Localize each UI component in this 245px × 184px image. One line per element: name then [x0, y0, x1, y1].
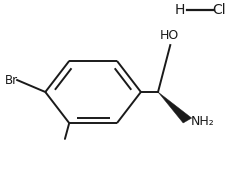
- Text: H: H: [175, 3, 185, 17]
- Text: NH₂: NH₂: [190, 115, 214, 128]
- Text: Br: Br: [5, 74, 18, 86]
- Text: Cl: Cl: [212, 3, 226, 17]
- Text: HO: HO: [159, 29, 179, 42]
- Polygon shape: [158, 92, 192, 123]
